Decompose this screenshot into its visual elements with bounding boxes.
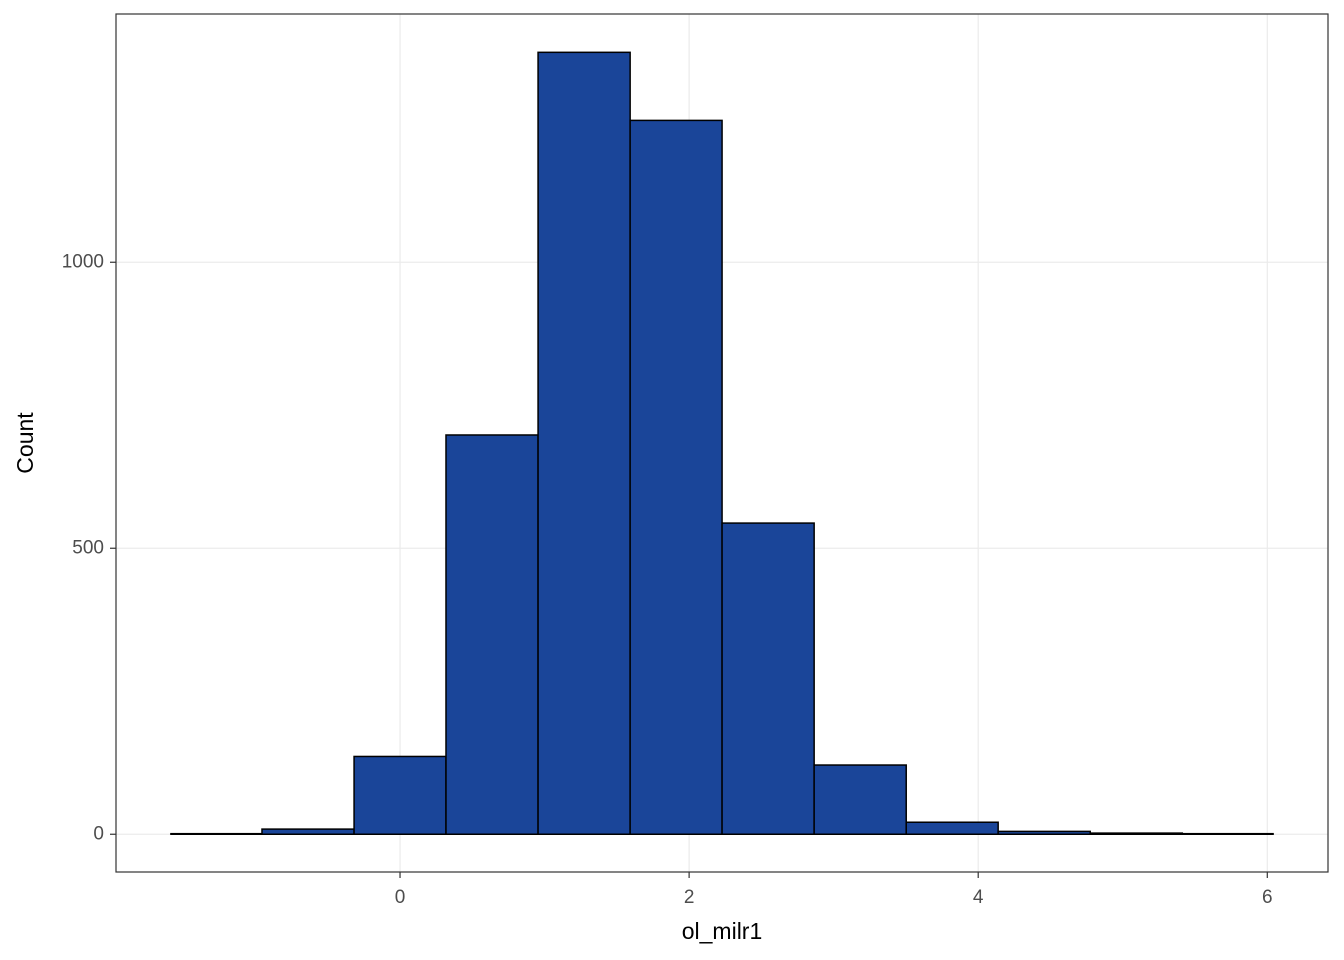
bar [905, 821, 999, 835]
y-tick-label: 1000 [62, 251, 104, 272]
bar [261, 828, 355, 835]
bar [629, 119, 723, 835]
panel-border [115, 13, 1329, 873]
y-tick-label: 0 [93, 823, 104, 844]
axes: 0 2 4 6 0 500 1000 [62, 251, 1273, 908]
bars [170, 51, 1274, 835]
y-tick-label: 500 [72, 537, 104, 558]
bar [813, 764, 907, 835]
x-tick-label: 4 [973, 887, 984, 908]
y-axis-label: Count [12, 412, 38, 474]
bar [170, 832, 263, 835]
x-tick-label: 0 [395, 887, 406, 908]
x-tick-label: 2 [684, 887, 695, 908]
bar [1181, 832, 1274, 835]
x-tick-label: 6 [1262, 887, 1273, 908]
bar [721, 522, 815, 835]
bar [1089, 832, 1184, 835]
bar [537, 51, 631, 835]
x-axis-label: ol_milr1 [682, 918, 763, 944]
bar [353, 755, 447, 835]
bar [445, 434, 539, 835]
bar [997, 830, 1091, 835]
